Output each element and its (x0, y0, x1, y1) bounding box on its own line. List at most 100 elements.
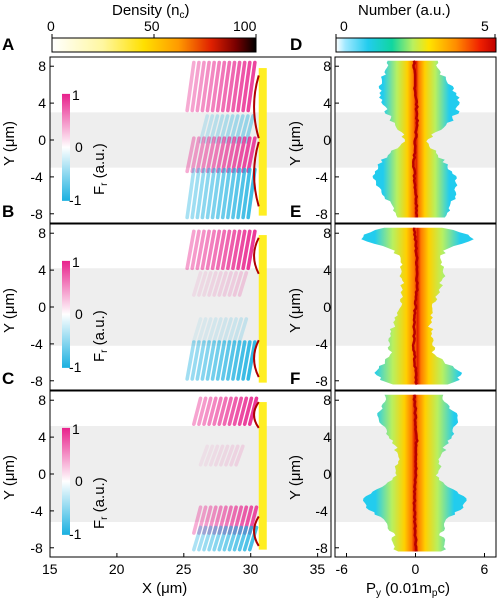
number-tick-5: 5 (481, 18, 489, 34)
field-stripe (220, 60, 232, 113)
momentum-distribution (361, 227, 474, 385)
density-panel-clip (50, 396, 331, 552)
field-stripe (219, 114, 230, 144)
field-stripe (234, 444, 245, 467)
force-label-part: (a.u.) (91, 310, 108, 350)
field-stripe (224, 114, 235, 144)
field-stripe (244, 114, 255, 144)
x-axis-label-right-part: p (431, 588, 438, 599)
field-stripe (207, 271, 218, 297)
x-axis-label-right-part: c) (437, 580, 450, 597)
field-stripe (229, 114, 240, 144)
y-tick-label: 0 (38, 132, 46, 148)
field-stripe (219, 444, 230, 467)
force-colorbar (62, 427, 70, 535)
field-stripe (237, 525, 249, 552)
field-stripe (231, 229, 242, 271)
field-stripe (241, 229, 252, 271)
field-stripe (192, 396, 203, 427)
force-label-part: r (99, 349, 110, 353)
field-stripe (185, 167, 196, 220)
field-stripe (207, 396, 218, 427)
field-stripe (200, 340, 211, 381)
density-tick-0: 0 (47, 18, 55, 34)
x-tick-label-left: 30 (242, 561, 259, 577)
field-stripe (215, 136, 227, 174)
field-stripe (217, 525, 228, 552)
y-tick-label: 0 (38, 466, 46, 482)
field-stripe (213, 444, 225, 467)
density-title-end: ) (184, 2, 190, 19)
field-stripe (232, 396, 244, 427)
field-stripe (215, 60, 227, 113)
field-stripe (195, 340, 206, 381)
force-colorbar (62, 93, 70, 201)
y-axis-label-left-part: Y (μm) (1, 287, 18, 333)
field-stripe (185, 340, 196, 381)
field-stripe (237, 271, 249, 297)
force-label: Fr (a.u.) (91, 477, 110, 529)
y-tick-label: 0 (323, 299, 331, 315)
field-stripe (232, 525, 244, 552)
field-stripe (200, 229, 211, 271)
panel-label-A: A (2, 35, 15, 54)
field-stripe (210, 229, 222, 271)
field-stripe (236, 229, 247, 271)
field-stripe (217, 396, 228, 427)
field-stripe (192, 505, 203, 535)
number-tick-0: 0 (340, 18, 348, 34)
field-stripe (241, 340, 252, 381)
panel-layer (49, 56, 497, 558)
field-stripe (212, 525, 223, 552)
force-label-part: F (91, 352, 108, 362)
field-stripe (217, 271, 228, 297)
y-tick-label: 4 (323, 262, 331, 279)
y-axis-label-left-part: Y (μm) (1, 120, 18, 166)
density-edge (253, 141, 260, 207)
density-panel-clip (50, 60, 331, 220)
field-stripe (222, 271, 233, 297)
force-label: Fr (a.u.) (91, 310, 110, 362)
y-axis-label-left: Y (μm) (1, 120, 18, 166)
central-ridge (411, 227, 419, 386)
force-label-part: r (99, 516, 110, 520)
field-stripe (215, 340, 227, 381)
field-stripe (242, 396, 254, 427)
field-stripe (205, 60, 216, 113)
y-tick-label: 4 (38, 429, 46, 446)
field-stripe (208, 444, 220, 467)
x-axis-label-left-part: X (μm) (142, 580, 188, 597)
field-stripe (246, 340, 257, 381)
y-tick-label: -8 (30, 205, 43, 222)
density-panel-B (49, 223, 332, 391)
y-axis-label-right-part: Y (μm) (287, 120, 304, 166)
field-stripe (190, 60, 201, 113)
density-edge (253, 75, 260, 139)
y-tick-label: -4 (315, 502, 328, 519)
field-stripe (212, 505, 223, 535)
x-tick-label-right: -6 (335, 561, 348, 577)
force-tick-neg1: -1 (69, 525, 82, 542)
y-tick-label: -4 (30, 168, 43, 185)
y-axis-label-right-part: Y (μm) (287, 287, 304, 333)
panel-label-C: C (2, 369, 15, 388)
field-stripe (200, 167, 211, 220)
field-stripe (192, 271, 203, 297)
field-stripe (212, 271, 223, 297)
force-tick-0: 0 (75, 473, 83, 490)
field-stripe (237, 396, 249, 427)
field-stripe (234, 114, 245, 144)
field-stripe (231, 136, 242, 174)
field-stripe (227, 271, 238, 297)
panel-frame (334, 223, 497, 391)
field-stripe (215, 167, 227, 220)
field-stripe (202, 525, 213, 552)
x-tick-label-left: 20 (108, 561, 125, 577)
y-tick-label: 4 (323, 429, 331, 446)
field-stripe (195, 60, 206, 113)
y-tick-label: -4 (315, 335, 328, 352)
field-stripe (217, 317, 228, 343)
field-stripe (197, 525, 208, 552)
field-stripe (236, 340, 247, 381)
y-axis-label-right: Y (μm) (287, 455, 304, 500)
